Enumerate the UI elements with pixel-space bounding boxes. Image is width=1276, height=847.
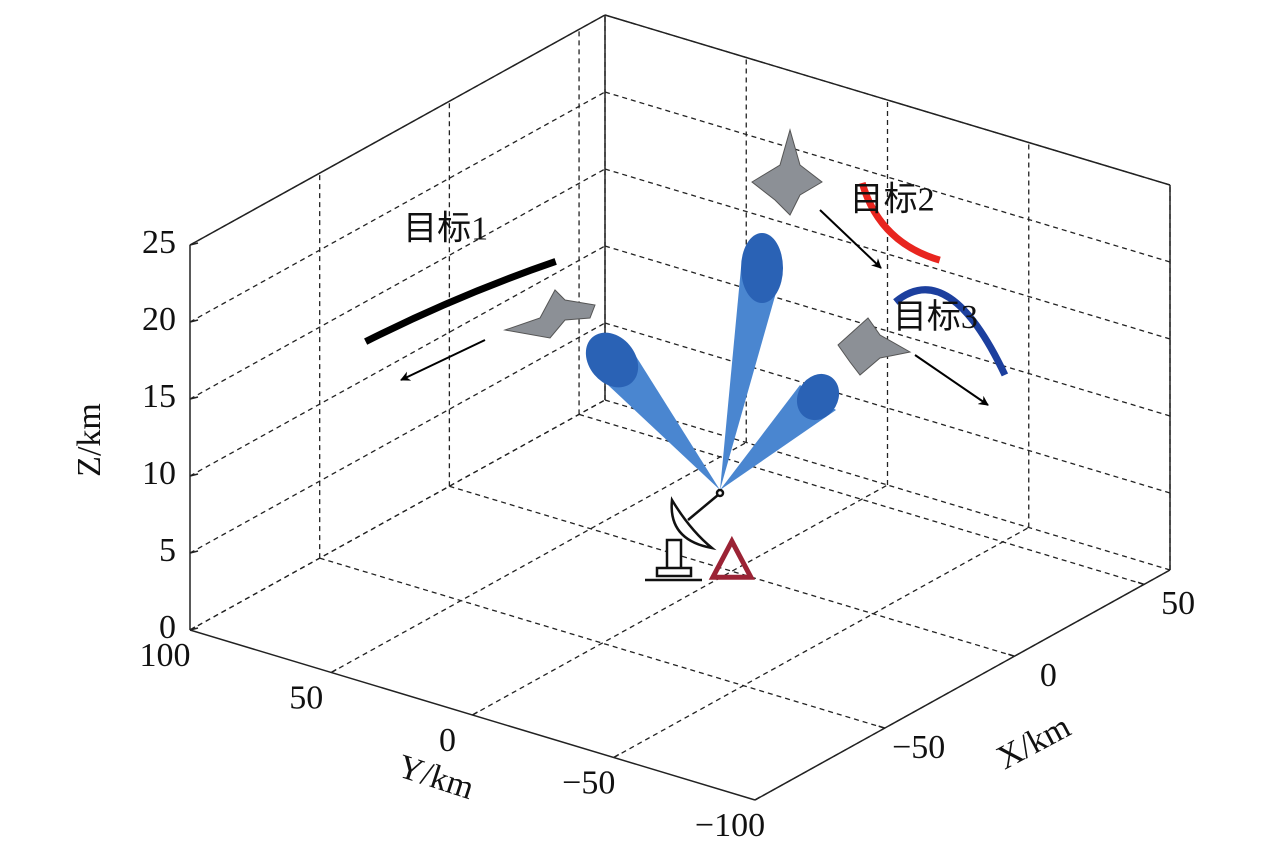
axis-line [604,14,1171,186]
series-label: 目标3 [893,298,978,336]
grid-line [189,168,606,400]
y-tick [754,796,761,801]
x-tick [878,725,885,729]
y-tick [613,753,620,759]
beam-end [741,233,783,303]
z-tick [189,473,199,477]
y-tick-label: 0 [439,722,456,759]
grid-line [449,485,1015,657]
y-axis-label: Y/km [393,748,478,807]
z-tick [189,319,199,323]
y-tick-label: −50 [562,764,615,801]
axis-line [189,14,606,246]
x-tick [1137,581,1145,586]
x-tick-label: 50 [1161,585,1195,622]
z-axis-label: Z/km [71,403,108,477]
z-tick-label: 5 [159,532,176,569]
grid [189,14,1171,801]
trajectory [893,286,1009,377]
z-tick [189,396,199,400]
x-axis-label: X/km [991,708,1077,777]
z-tick-label: 15 [142,378,176,415]
data: 目标1 目标2 目标3 [364,181,1009,580]
grid-line [189,91,606,323]
x-tick [1008,653,1015,657]
trajectory [364,258,557,345]
y-tick-label: 100 [140,637,191,674]
grid-line [189,245,606,477]
series-label: 目标2 [850,181,935,219]
z-tick-label: 0 [159,609,176,646]
x-tick-label: −50 [892,729,945,766]
grid-line [613,526,1030,759]
axes-frame: 0 5 10 15 20 25 −100 −50 0 50 100 −50 0 50 [140,14,1195,844]
z-tick [189,242,199,246]
y-tick-label: −100 [695,807,765,844]
beam [720,268,783,490]
series-label: 目标1 [403,209,488,247]
y-tick [189,626,196,631]
axis-line [754,569,1171,801]
grid-line [189,322,606,554]
grid-line [472,484,888,716]
aircraft-icons [503,128,912,376]
y-tick-label: 50 [289,679,323,716]
trajectory [858,181,941,264]
z-tick-label: 10 [142,455,176,492]
y-tick [330,668,337,674]
y-tick [472,711,478,716]
grid-line [189,399,606,631]
z-tick-label: 20 [142,301,176,338]
motion-arrows [400,209,989,406]
beam-end [796,373,840,421]
radar-icon [645,488,725,582]
x-tick-label: 0 [1040,657,1057,694]
z-tick-label: 25 [142,224,176,261]
z-tick [189,550,199,554]
radar-beams [585,233,840,490]
grid-line [330,441,747,674]
sensor-marker [708,535,756,580]
beam-end [585,332,639,388]
